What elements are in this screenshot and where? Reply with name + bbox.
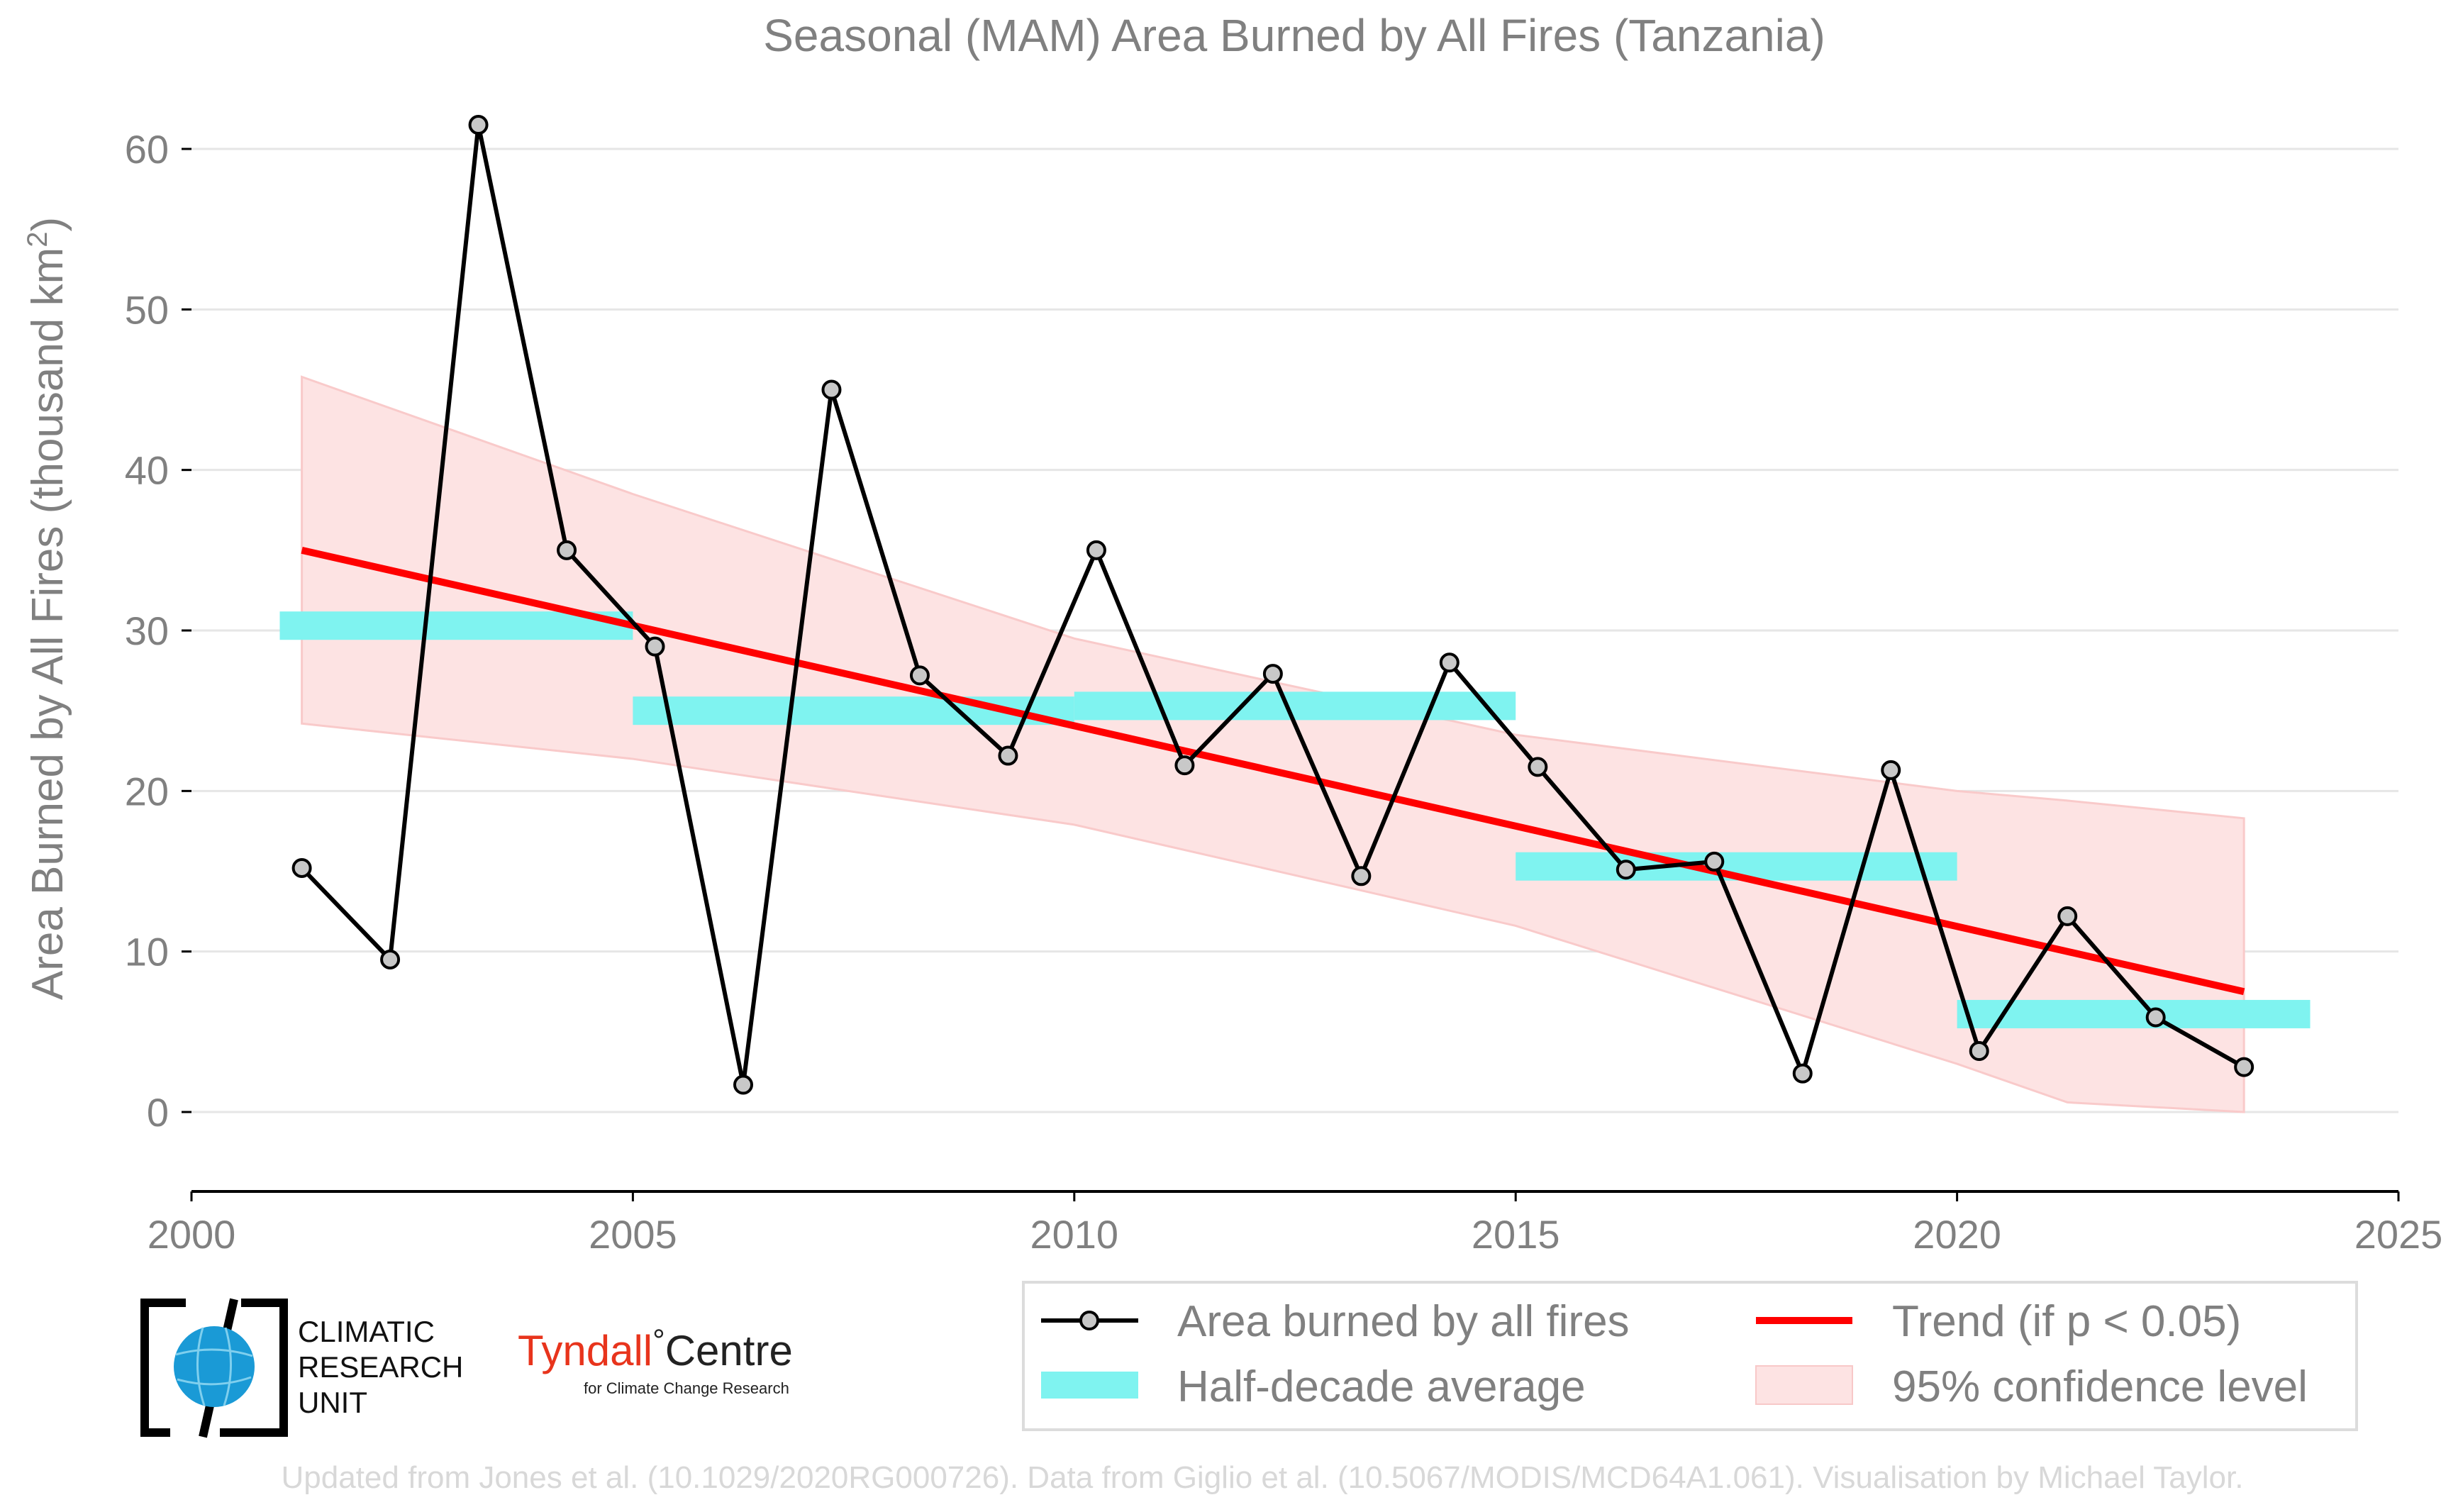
y-tick-label-40: 40: [125, 448, 169, 493]
y-tick-label-20: 20: [125, 769, 169, 813]
cru-text-2: RESEARCH: [298, 1350, 463, 1384]
y-axis: 0 10 20 30 40 50 60: [125, 127, 191, 1135]
y-tick-label-60: 60: [125, 127, 169, 172]
data-point-2: [468, 115, 489, 135]
data-point-4: [645, 636, 665, 657]
tyndall-centre: Centre: [665, 1327, 793, 1374]
tyndall-degree: °: [652, 1323, 665, 1358]
data-point-5: [733, 1074, 753, 1095]
data-point-10: [1174, 755, 1195, 776]
data-point-12: [1351, 866, 1372, 886]
y-tick-label-10: 10: [125, 930, 169, 974]
data-point-0: [291, 857, 312, 878]
y-axis-label-close: ): [23, 217, 72, 232]
legend: Area burned by all fires Trend (if p < 0…: [1022, 1281, 2358, 1431]
data-point-11: [1262, 664, 1283, 684]
legend-swatch-halfdecade: [1041, 1372, 1138, 1399]
trend-line: [301, 546, 2245, 996]
x-tick-label-2025: 2025: [2354, 1212, 2443, 1257]
legend-box: [1022, 1281, 2358, 1431]
half-decade-bar-4: [1957, 999, 2311, 1028]
chart-title: Seasonal (MAM) Area Burned by All Fires …: [763, 10, 1825, 61]
y-axis-label: Area Burned by All Fires (thousand km2): [22, 217, 72, 1000]
data-point-1: [380, 949, 401, 969]
legend-label-trend: Trend (if p < 0.05): [1892, 1297, 2241, 1346]
y-axis-label-superscript: 2: [22, 232, 53, 248]
x-axis: 2000 2005 2010 2015 2020 2025: [148, 1190, 2443, 1257]
legend-swatch-confidence: [1755, 1365, 1853, 1405]
legend-swatch-area-marker: [1079, 1311, 1099, 1330]
tyndall-name: Tyndall: [518, 1327, 652, 1374]
tyndall-subtitle: for Climate Change Research: [584, 1379, 789, 1397]
y-tick-label-30: 30: [125, 608, 169, 653]
data-point-16: [1704, 851, 1725, 872]
data-point-6: [821, 379, 842, 400]
cru-logo-frame: [140, 1299, 288, 1437]
tyndall-text: Tyndall°Centre: [518, 1323, 793, 1374]
data-point-14: [1528, 757, 1548, 777]
area-series: [291, 115, 2254, 1095]
trend: [301, 546, 2245, 996]
y-tick-label-50: 50: [125, 287, 169, 332]
data-point-21: [2145, 1007, 2166, 1028]
half-decade-bar-0: [279, 611, 633, 640]
tyndall-logo: Tyndall°Centre for Climate Change Resear…: [518, 1323, 793, 1397]
legend-label-confidence: 95% confidence level: [1892, 1362, 2308, 1411]
cru-text-1: CLIMATIC: [298, 1315, 435, 1348]
legend-label-area: Area burned by all fires: [1177, 1297, 1630, 1346]
data-point-20: [2057, 906, 2078, 926]
data-point-3: [557, 540, 577, 560]
cru-text-3: UNIT: [298, 1386, 367, 1419]
x-tick-label-2010: 2010: [1030, 1212, 1119, 1257]
data-point-22: [2234, 1057, 2254, 1077]
x-tick-label-2005: 2005: [589, 1212, 677, 1257]
x-tick-label-2000: 2000: [148, 1212, 236, 1257]
cru-logo: CLIMATIC RESEARCH UNIT: [140, 1298, 463, 1438]
confidence-band: [301, 375, 2245, 1113]
data-point-19: [1969, 1040, 1989, 1061]
globe-icon: [174, 1326, 255, 1407]
data-point-9: [1086, 540, 1106, 560]
globe-grid: [175, 1327, 253, 1406]
x-tick-label-2020: 2020: [1913, 1212, 2001, 1257]
half-decade-bar-2: [1074, 691, 1516, 721]
data-point-8: [998, 745, 1018, 766]
confidence-band-area: [301, 375, 2245, 1113]
data-point-15: [1616, 860, 1636, 880]
legend-label-halfdecade: Half-decade average: [1177, 1362, 1586, 1411]
data-point-17: [1792, 1063, 1813, 1084]
data-point-13: [1439, 652, 1460, 673]
data-point-7: [909, 665, 930, 686]
credit-text: Updated from Jones et al. (10.1029/2020R…: [282, 1460, 2244, 1495]
data-point-18: [1881, 760, 1901, 780]
y-tick-label-0: 0: [147, 1090, 169, 1135]
y-axis-label-main: Area Burned by All Fires (thousand km: [23, 248, 72, 1000]
half-decade-averages: [279, 611, 2311, 1028]
x-tick-label-2015: 2015: [1472, 1212, 1560, 1257]
